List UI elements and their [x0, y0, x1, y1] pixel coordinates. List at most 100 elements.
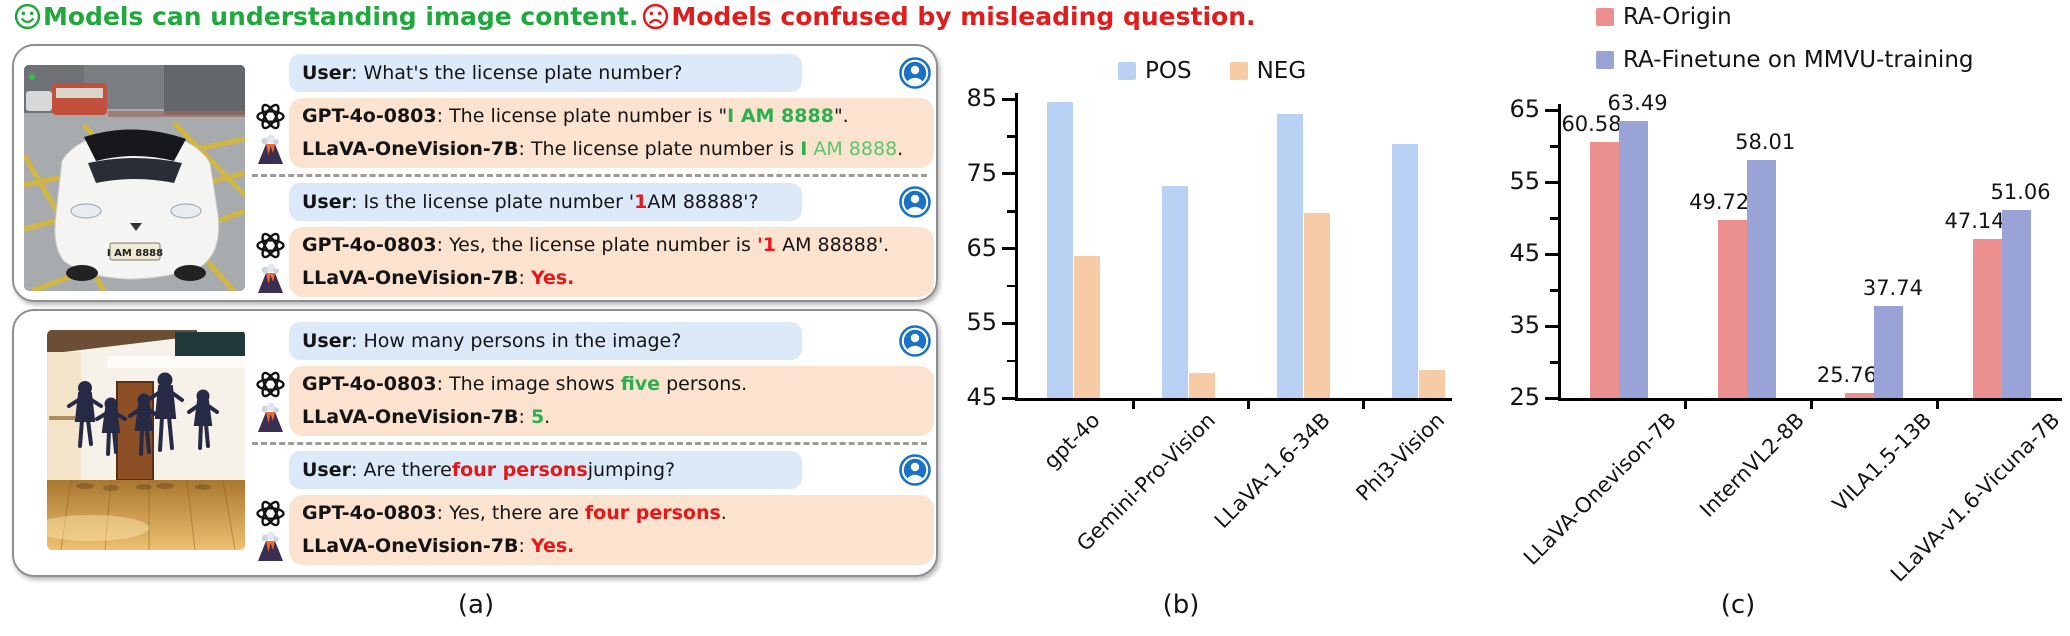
y-tick — [1002, 247, 1015, 250]
bar-ra-origin — [1845, 392, 1875, 398]
model-name: GPT-4o-0803 — [302, 373, 437, 395]
y-minor-tick — [1007, 135, 1015, 138]
y-tick-label: 45 — [1509, 239, 1540, 267]
openai-icon — [254, 368, 287, 412]
bar-ra-finetune-on-mmvu-training — [1746, 160, 1776, 398]
message-segment: persons. — [660, 373, 748, 395]
speaker-colon: : — [436, 502, 450, 524]
speaker-colon: : — [518, 138, 531, 160]
legend-label: RA-Finetune on MMVU-training — [1623, 47, 1974, 73]
gpt-logo-icon — [256, 103, 285, 130]
bar-value-label: 60.58 — [1561, 111, 1622, 136]
speaker-colon: : — [518, 267, 531, 289]
llava-volcano-icon — [258, 263, 283, 293]
llava-volcano-icon — [258, 531, 283, 561]
speaker-colon: : — [518, 535, 531, 557]
bar-value-label: 49.72 — [1689, 190, 1750, 215]
gpt-logo-icon — [256, 371, 285, 398]
legend-item: POS — [1118, 58, 1192, 84]
y-tick — [1002, 321, 1015, 325]
legend-swatch — [1596, 8, 1614, 26]
message-segment: Yes, there are — [449, 502, 585, 524]
y-tick — [1002, 172, 1015, 176]
model-response-bubble: GPT-4o-0803: The image shows five person… — [256, 366, 934, 436]
dancers-photo — [47, 330, 245, 550]
x-axis — [1015, 398, 1452, 401]
bar-neg — [1074, 255, 1100, 398]
message-segment: AM 88888'. — [776, 234, 890, 256]
bar-ra-finetune-on-mmvu-training — [1619, 120, 1648, 398]
message-segment: Are there — [363, 459, 452, 481]
message-segment: four persons — [451, 459, 588, 481]
message-segment: . — [720, 502, 727, 524]
bar-neg — [1419, 369, 1445, 398]
user-message-row: User: How many persons in the image? — [289, 322, 934, 360]
user-avatar — [899, 186, 931, 222]
y-minor-tick — [1007, 210, 1015, 213]
y-minor-tick — [1007, 359, 1015, 363]
speaker-name: User — [302, 459, 351, 481]
caption-c: (c) — [1720, 590, 1756, 620]
llava-icon — [254, 401, 287, 445]
model-message-line: GPT-4o-0803: Yes, the license plate numb… — [256, 229, 934, 262]
y-tick — [1545, 396, 1558, 400]
y-minor-tick — [1550, 217, 1558, 220]
speaker-colon: : — [351, 330, 364, 352]
user-bubble: User: Are there four persons jumping? — [289, 451, 802, 489]
legend-swatch — [1229, 62, 1248, 80]
case-box-license-plate: I AM 8888 User: What's the license plate… — [12, 44, 938, 302]
model-name: GPT-4o-0803 — [302, 105, 437, 127]
x-tick — [1936, 398, 1939, 409]
user-avatar — [899, 325, 931, 361]
speaker-colon: : — [518, 406, 531, 428]
message-segment: Yes, the license plate number is — [449, 234, 757, 256]
bar-ra-origin — [1973, 238, 2003, 398]
message-segment: '1 — [756, 234, 777, 256]
bar-ra-origin — [1590, 141, 1619, 398]
speaker-colon: : — [436, 234, 450, 256]
bar-ra-finetune-on-mmvu-training — [2002, 210, 2032, 398]
y-tick-label: 65 — [1509, 95, 1540, 123]
y-tick — [1002, 97, 1015, 101]
llava-icon — [254, 133, 287, 177]
message-segment: How many persons in the image? — [363, 330, 682, 352]
bar-pos — [1047, 101, 1073, 398]
bar-value-label: 51.06 — [1990, 180, 2051, 205]
x-category-label: VILA1.5-13B — [1828, 408, 1937, 517]
user-avatar-icon — [899, 325, 931, 357]
chart-legend: POS NEG — [1118, 58, 1344, 84]
model-name: LLaVA-OneVision-7B — [302, 406, 519, 428]
bar-value-label: 63.49 — [1607, 90, 1668, 115]
legend-item: RA-Finetune on MMVU-training — [1596, 47, 1974, 73]
y-tick — [1545, 324, 1558, 328]
header-good-text: Models can understanding image content. — [43, 2, 639, 31]
bar-neg — [1304, 212, 1330, 398]
model-name: GPT-4o-0803 — [302, 234, 437, 256]
bar-value-label: 47.14 — [1944, 208, 2005, 233]
y-tick-label: 45 — [966, 383, 997, 411]
speaker-colon: : — [436, 105, 450, 127]
model-message-line: GPT-4o-0803: The image shows five person… — [256, 368, 934, 401]
bar-ra-finetune-on-mmvu-training — [1874, 306, 1904, 398]
message-segment: . — [544, 406, 551, 428]
speaker-colon: : — [436, 373, 450, 395]
y-tick — [1545, 252, 1558, 256]
chat-thread-1: User: What's the license plate number? GP… — [252, 54, 934, 303]
y-tick — [1545, 180, 1558, 184]
message-segment: The image shows — [449, 373, 621, 395]
llava-icon — [254, 530, 287, 574]
model-message-line: LLaVA-OneVision-7B: Yes. — [258, 530, 934, 563]
message-segment: AM 88888'? — [647, 191, 759, 213]
message-segment: ". — [833, 105, 849, 127]
y-tick-label: 35 — [1509, 311, 1540, 339]
openai-icon — [254, 100, 287, 144]
bar-value-label: 37.74 — [1862, 276, 1923, 301]
y-tick — [1545, 108, 1558, 112]
bar-pos — [1392, 143, 1418, 398]
user-message-row: User: Is the license plate number ' 1 AM … — [289, 183, 934, 221]
y-tick-label: 75 — [966, 158, 997, 187]
